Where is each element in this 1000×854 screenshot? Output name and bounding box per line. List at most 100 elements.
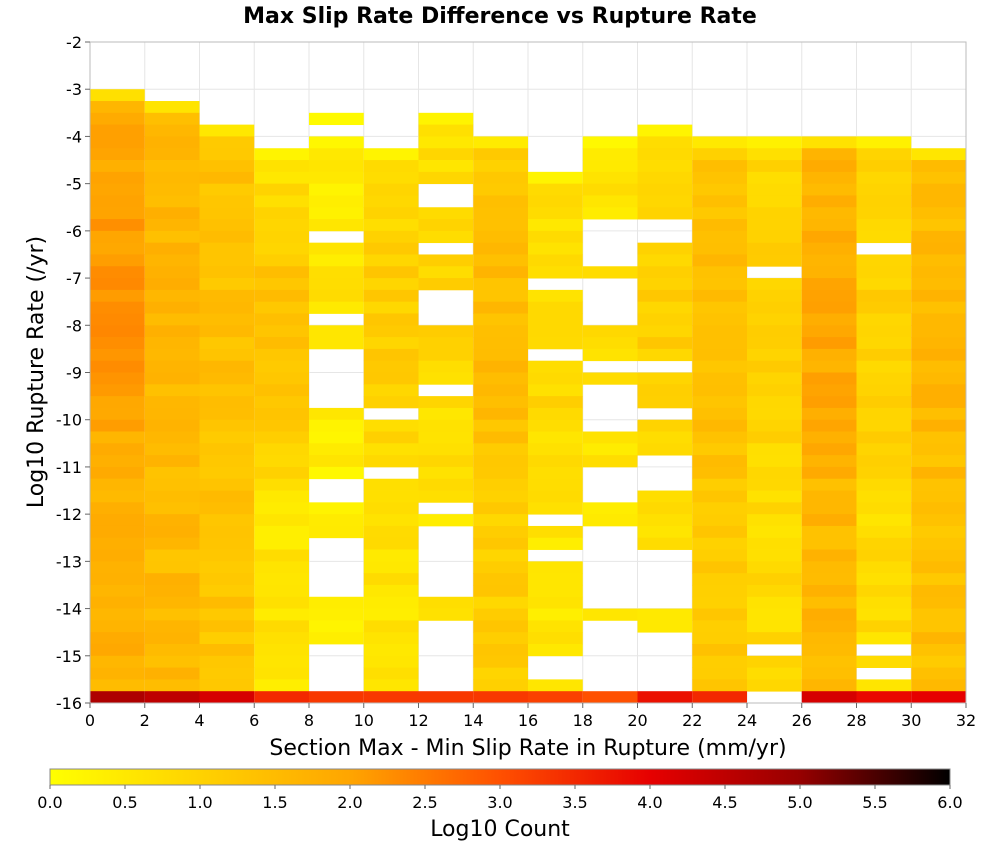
x-axis-label: Section Max - Min Slip Rate in Rupture (… bbox=[269, 736, 786, 761]
heatmap-cell bbox=[801, 148, 857, 161]
heatmap-cell bbox=[363, 313, 419, 326]
heatmap-cell bbox=[363, 148, 419, 161]
heatmap-cell bbox=[856, 148, 912, 161]
heatmap-cell bbox=[801, 195, 857, 208]
heatmap-cell bbox=[856, 466, 912, 480]
heatmap-cell bbox=[254, 643, 309, 657]
heatmap-cell bbox=[144, 549, 200, 562]
heatmap-cell bbox=[144, 443, 200, 456]
heatmap-cell bbox=[254, 313, 309, 326]
heatmap-cell bbox=[637, 372, 693, 385]
heatmap-cell bbox=[637, 254, 693, 267]
heatmap-cell bbox=[856, 455, 912, 468]
heatmap-cell bbox=[801, 230, 857, 244]
x-tick-label: 26 bbox=[792, 711, 812, 730]
heatmap-cell bbox=[418, 207, 474, 220]
heatmap-cell bbox=[801, 372, 857, 385]
heatmap-cell bbox=[473, 679, 528, 692]
y-tick-label: -8 bbox=[66, 316, 82, 335]
heatmap-cell bbox=[801, 525, 857, 539]
heatmap-cell bbox=[582, 348, 638, 362]
heatmap-cell bbox=[801, 679, 857, 692]
heatmap-cell bbox=[309, 632, 364, 645]
heatmap-cell bbox=[144, 148, 200, 161]
heatmap-cell bbox=[801, 502, 857, 515]
x-tick-label: 18 bbox=[573, 711, 593, 730]
heatmap-cell bbox=[856, 419, 912, 432]
heatmap-cell bbox=[528, 396, 583, 409]
heatmap-cell bbox=[692, 360, 747, 373]
heatmap-cell bbox=[911, 407, 966, 421]
heatmap-cell bbox=[747, 396, 802, 409]
heatmap-cell bbox=[528, 525, 583, 539]
heatmap-cell bbox=[747, 549, 802, 562]
heatmap-cell bbox=[473, 443, 528, 456]
heatmap-cell bbox=[692, 301, 747, 314]
heatmap-cell bbox=[528, 632, 583, 645]
heatmap-cell bbox=[90, 525, 145, 539]
heatmap-cell bbox=[90, 136, 145, 149]
heatmap-cell bbox=[144, 596, 200, 609]
heatmap-cell bbox=[254, 266, 309, 279]
heatmap-cell bbox=[637, 537, 693, 550]
heatmap-cell bbox=[363, 219, 419, 232]
heatmap-cell bbox=[199, 419, 255, 432]
heatmap-cell bbox=[692, 148, 747, 161]
heatmap-cell bbox=[528, 195, 583, 208]
heatmap-cell bbox=[254, 478, 309, 491]
heatmap-cell bbox=[801, 136, 857, 149]
heatmap-cell bbox=[199, 360, 255, 373]
heatmap-cell bbox=[473, 348, 528, 362]
heatmap-cell bbox=[747, 289, 802, 303]
heatmap-cell bbox=[418, 254, 474, 267]
heatmap-cell bbox=[254, 301, 309, 314]
heatmap-cell bbox=[90, 242, 145, 255]
heatmap-cell bbox=[254, 525, 309, 539]
heatmap-cell bbox=[801, 443, 857, 456]
heatmap-cell bbox=[363, 655, 419, 668]
heatmap-cell bbox=[911, 183, 966, 196]
heatmap-cell bbox=[363, 679, 419, 692]
heatmap-cell bbox=[692, 278, 747, 291]
heatmap-cell bbox=[363, 431, 419, 444]
heatmap-cell bbox=[911, 278, 966, 291]
heatmap-cell bbox=[747, 372, 802, 385]
heatmap-cell bbox=[637, 242, 693, 255]
heatmap-cell bbox=[90, 643, 145, 657]
heatmap-cell bbox=[90, 337, 145, 350]
heatmap-cell bbox=[911, 431, 966, 444]
heatmap-cell bbox=[473, 160, 528, 173]
heatmap-cell bbox=[199, 348, 255, 362]
heatmap-cell bbox=[309, 195, 364, 208]
heatmap-cell bbox=[199, 502, 255, 515]
heatmap-cell bbox=[582, 608, 638, 621]
heatmap-cell bbox=[801, 419, 857, 432]
heatmap-cell bbox=[90, 549, 145, 562]
heatmap-cell bbox=[199, 325, 255, 338]
heatmap-cell bbox=[199, 183, 255, 196]
heatmap-cell bbox=[692, 431, 747, 444]
heatmap-cell bbox=[692, 679, 747, 692]
heatmap-cell bbox=[856, 584, 912, 598]
heatmap-cell bbox=[144, 608, 200, 621]
heatmap-cell bbox=[747, 136, 802, 149]
heatmap-cell bbox=[801, 183, 857, 196]
heatmap-cell bbox=[363, 643, 419, 657]
heatmap-cell bbox=[90, 655, 145, 668]
heatmap-cell bbox=[199, 561, 255, 574]
y-tick-label: -13 bbox=[56, 552, 82, 571]
heatmap-cell bbox=[473, 313, 528, 326]
heatmap-cell bbox=[911, 608, 966, 621]
heatmap-cell bbox=[199, 443, 255, 456]
heatmap-cell bbox=[309, 160, 364, 173]
heatmap-cell bbox=[363, 160, 419, 173]
heatmap-cell bbox=[363, 443, 419, 456]
heatmap-cell bbox=[911, 266, 966, 279]
heatmap-cell bbox=[144, 396, 200, 409]
heatmap-cell bbox=[363, 561, 419, 574]
heatmap-cell bbox=[911, 160, 966, 173]
heatmap-cell bbox=[692, 266, 747, 279]
heatmap-cell bbox=[144, 502, 200, 515]
heatmap-cell bbox=[637, 183, 693, 196]
heatmap-cell bbox=[911, 242, 966, 255]
